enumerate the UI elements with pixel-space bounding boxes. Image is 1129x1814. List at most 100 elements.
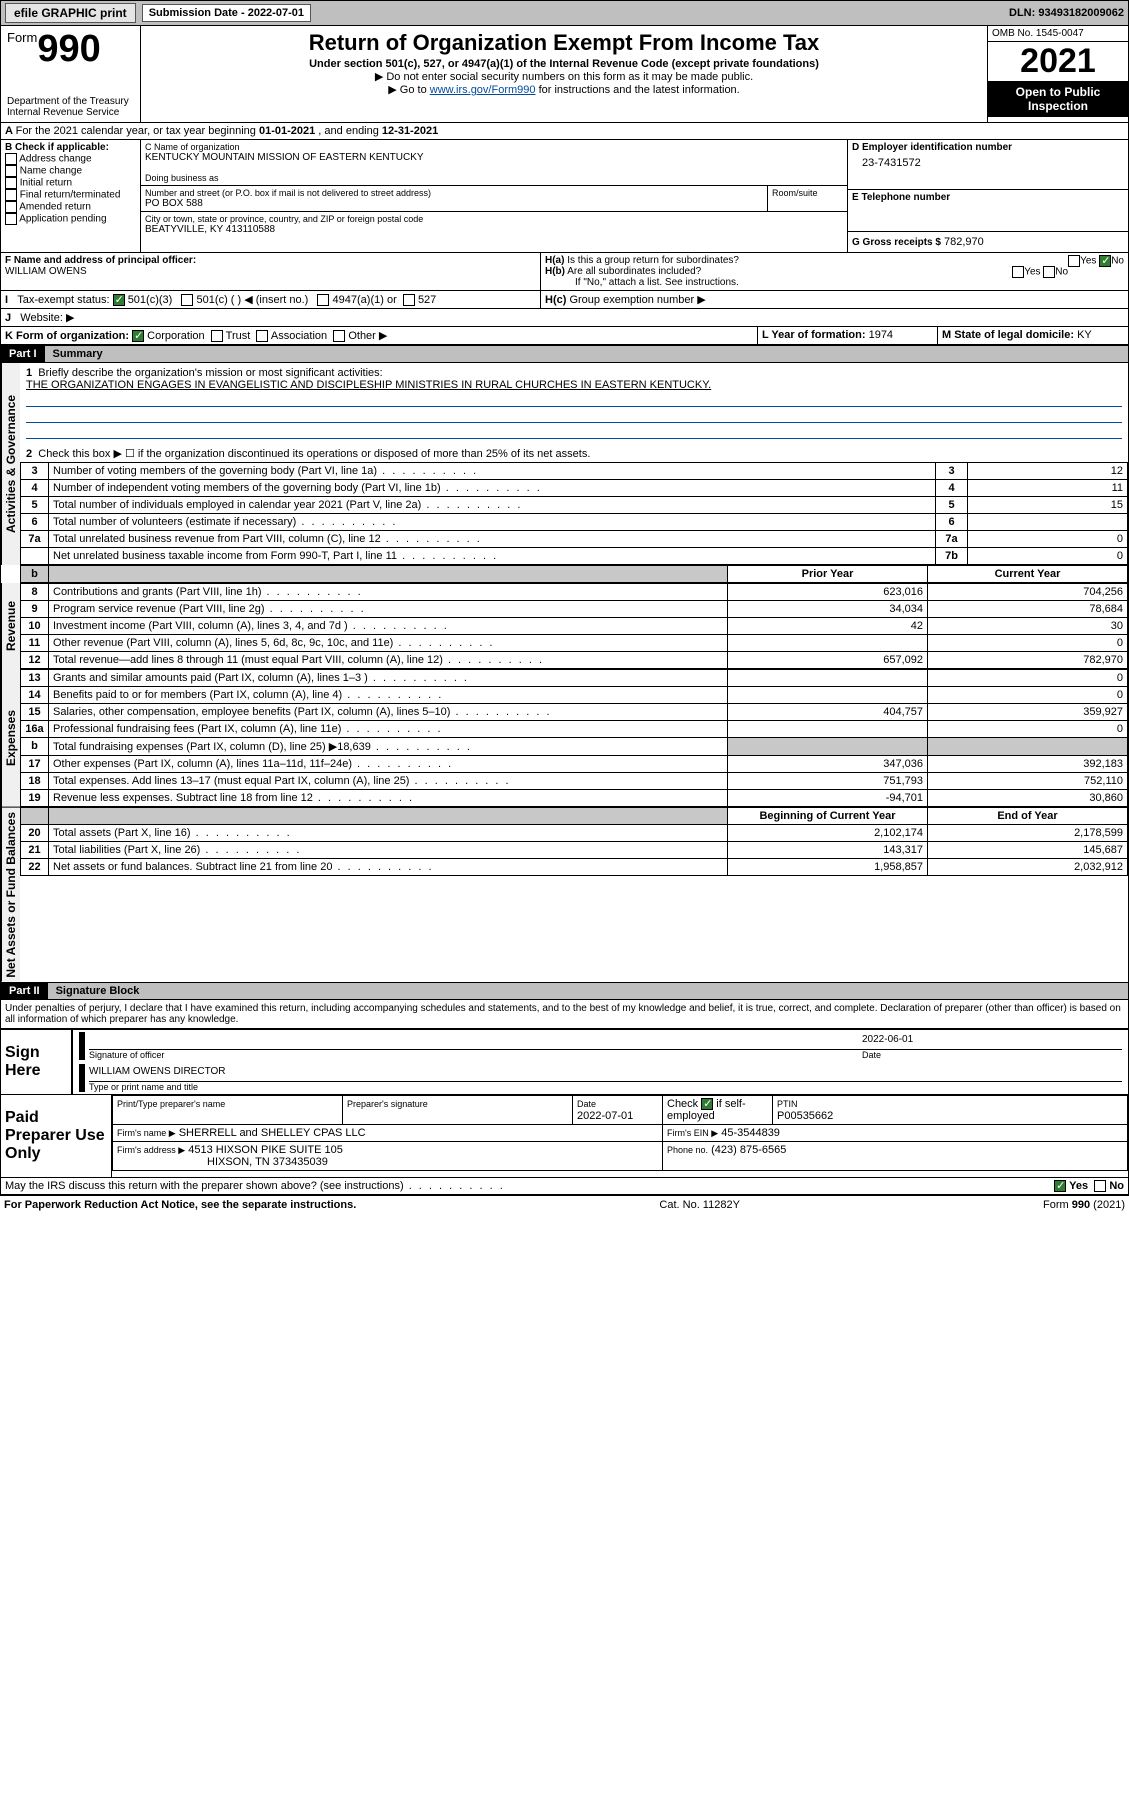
firm-addr-label: Firm's address ▶ <box>117 1145 185 1155</box>
part1-title: Summary <box>45 346 1128 362</box>
form-number: 990 <box>37 28 100 70</box>
open-public: Open to Public Inspection <box>988 81 1128 117</box>
dept-treasury: Department of the Treasury <box>7 96 134 107</box>
hb-note: If "No," attach a list. See instructions… <box>545 277 1124 288</box>
ha-no[interactable] <box>1099 255 1111 267</box>
prep-date: 2022-07-01 <box>577 1110 633 1122</box>
chk-trust[interactable] <box>211 330 223 342</box>
part2-label: Part II <box>1 983 48 999</box>
vert-netassets: Net Assets or Fund Balances <box>1 807 20 982</box>
hb-yes[interactable] <box>1012 266 1024 278</box>
dln: DLN: 93493182009062 <box>1009 7 1124 19</box>
firm-phone: (423) 875-6565 <box>711 1144 786 1156</box>
table-row: 7aTotal unrelated business revenue from … <box>21 531 1128 548</box>
chk-amended[interactable] <box>5 201 17 213</box>
top-bar: efile GRAPHIC print Submission Date - 20… <box>0 0 1129 26</box>
exp-table: 13Grants and similar amounts paid (Part … <box>20 669 1128 807</box>
hc-label: Group exemption number ▶ <box>569 294 705 306</box>
paid-preparer-label: Paid Preparer Use Only <box>1 1095 111 1177</box>
chk-501c[interactable] <box>181 294 193 306</box>
efile-print-button[interactable]: efile GRAPHIC print <box>5 3 136 23</box>
part1-label: Part I <box>1 346 45 362</box>
chk-4947[interactable] <box>317 294 329 306</box>
table-row: 13Grants and similar amounts paid (Part … <box>21 670 1128 687</box>
e-label: E Telephone number <box>852 192 1124 203</box>
i-row: I Tax-exempt status: 501(c)(3) 501(c) ( … <box>0 291 1129 309</box>
c-label: C Name of organization <box>145 142 843 152</box>
sign-here-label: Sign Here <box>1 1030 71 1094</box>
chk-pending[interactable] <box>5 213 17 225</box>
table-row: 18Total expenses. Add lines 13–17 (must … <box>21 773 1128 790</box>
submission-date: Submission Date - 2022-07-01 <box>142 4 311 22</box>
chk-name[interactable] <box>5 165 17 177</box>
vert-expenses: Expenses <box>1 669 20 807</box>
l1-label: Briefly describe the organization's miss… <box>38 367 382 379</box>
firm-ein: 45-3544839 <box>721 1127 780 1139</box>
fh-row: F Name and address of principal officer:… <box>0 253 1129 291</box>
officer-typed-name: WILLIAM OWENS DIRECTOR <box>89 1064 1122 1082</box>
j-row: J Website: ▶ <box>0 309 1129 327</box>
hb-label: Are all subordinates included? <box>567 266 701 277</box>
chk-self-employed[interactable] <box>701 1098 713 1110</box>
p-col3: Date <box>577 1099 596 1109</box>
table-row: Net unrelated business taxable income fr… <box>21 548 1128 565</box>
mission-text: THE ORGANIZATION ENGAGES IN EVANGELISTIC… <box>26 379 711 391</box>
may-irs-yes[interactable] <box>1054 1180 1066 1192</box>
table-row: 4Number of independent voting members of… <box>21 480 1128 497</box>
current-year-hdr: Current Year <box>928 566 1128 583</box>
form-header: Form990 Department of the Treasury Inter… <box>0 26 1129 123</box>
j-label: Website: ▶ <box>20 312 74 324</box>
chk-other[interactable] <box>333 330 345 342</box>
boy-hdr: Beginning of Current Year <box>728 808 928 825</box>
paid-preparer-box: Paid Preparer Use Only Print/Type prepar… <box>0 1095 1129 1178</box>
table-row: 16aProfessional fundraising fees (Part I… <box>21 721 1128 738</box>
chk-final[interactable] <box>5 189 17 201</box>
vert-governance: Activities & Governance <box>1 363 20 565</box>
year-formation: 1974 <box>869 329 893 341</box>
table-row: 8Contributions and grants (Part VIII, li… <box>21 584 1128 601</box>
l-label: L Year of formation: <box>762 329 866 341</box>
sig-officer-label: Signature of officer <box>89 1050 862 1060</box>
table-row: bTotal fundraising expenses (Part IX, co… <box>21 738 1128 756</box>
rev-table: 8Contributions and grants (Part VIII, li… <box>20 583 1128 669</box>
hb-no[interactable] <box>1043 266 1055 278</box>
ein: 23-7431572 <box>852 153 1124 173</box>
chk-address[interactable] <box>5 153 17 165</box>
p-col1: Print/Type preparer's name <box>117 1099 225 1109</box>
part2-title: Signature Block <box>48 983 1128 999</box>
firm-name-label: Firm's name ▶ <box>117 1128 176 1138</box>
table-row: 9Program service revenue (Part VIII, lin… <box>21 601 1128 618</box>
table-row: 15Salaries, other compensation, employee… <box>21 704 1128 721</box>
f-label: F Name and address of principal officer: <box>5 255 536 266</box>
chk-527[interactable] <box>403 294 415 306</box>
table-row: 22Net assets or fund balances. Subtract … <box>21 859 1128 876</box>
firm-name: SHERRELL and SHELLEY CPAS LLC <box>179 1127 366 1139</box>
city-label: City or town, state or province, country… <box>145 214 843 224</box>
table-row: 3Number of voting members of the governi… <box>21 463 1128 480</box>
irs-link[interactable]: www.irs.gov/Form990 <box>430 84 536 96</box>
table-row: 12Total revenue—add lines 8 through 11 (… <box>21 652 1128 669</box>
chk-initial[interactable] <box>5 177 17 189</box>
ha-yes[interactable] <box>1068 255 1080 267</box>
room-label: Room/suite <box>772 188 843 198</box>
b-label: B Check if applicable: <box>5 142 136 153</box>
chk-501c3[interactable] <box>113 294 125 306</box>
chk-assoc[interactable] <box>256 330 268 342</box>
prior-year-hdr: Prior Year <box>728 566 928 583</box>
line-a: A For the 2021 calendar year, or tax yea… <box>0 123 1129 140</box>
m-label: M State of legal domicile: <box>942 329 1074 341</box>
chk-self-label: Check <box>667 1098 701 1110</box>
form-sub2: ▶ Do not enter social security numbers o… <box>147 70 981 83</box>
footer-left: For Paperwork Reduction Act Notice, see … <box>4 1199 356 1211</box>
may-irs-no[interactable] <box>1094 1180 1106 1192</box>
may-irs-text: May the IRS discuss this return with the… <box>5 1180 505 1192</box>
form-sub3: ▶ Go to www.irs.gov/Form990 for instruct… <box>147 83 981 96</box>
k-label: K Form of organization: <box>5 330 129 342</box>
table-row: 19Revenue less expenses. Subtract line 1… <box>21 790 1128 807</box>
d-label: D Employer identification number <box>852 142 1124 153</box>
form-sub1: Under section 501(c), 527, or 4947(a)(1)… <box>147 58 981 70</box>
state-domicile: KY <box>1077 329 1092 341</box>
chk-corp[interactable] <box>132 330 144 342</box>
i-label: Tax-exempt status: <box>17 294 109 306</box>
dba-label: Doing business as <box>145 173 843 183</box>
